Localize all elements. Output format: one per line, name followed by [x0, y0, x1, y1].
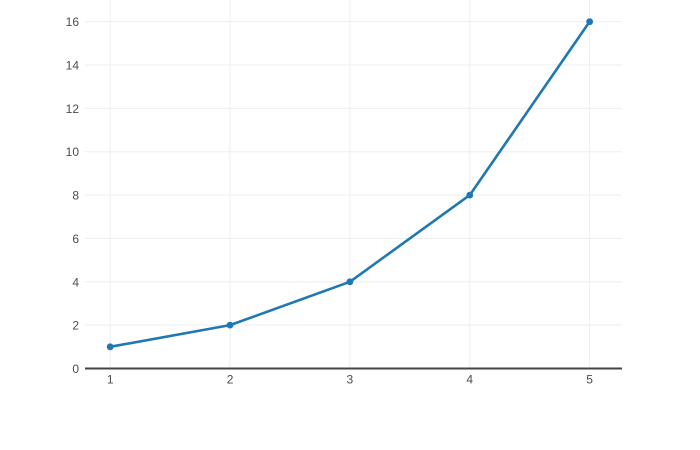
y-tick-label: 0 — [72, 362, 79, 376]
y-tick-label: 12 — [66, 102, 80, 116]
y-tick-label: 6 — [72, 232, 79, 246]
data-point[interactable] — [346, 278, 354, 286]
data-point[interactable] — [226, 321, 234, 329]
x-tick-label: 1 — [107, 373, 114, 387]
y-tick-label: 16 — [66, 15, 80, 29]
x-tick-label: 4 — [466, 373, 473, 387]
x-tick-label: 2 — [227, 373, 234, 387]
data-point[interactable] — [106, 343, 114, 351]
y-tick-label: 4 — [72, 275, 79, 289]
x-tick-label: 5 — [586, 373, 593, 387]
y-tick-label: 10 — [66, 145, 80, 159]
y-tick-label: 14 — [66, 59, 80, 73]
data-point[interactable] — [466, 191, 474, 199]
data-point[interactable] — [586, 18, 594, 26]
x-tick-label: 3 — [347, 373, 354, 387]
y-tick-label: 8 — [72, 189, 79, 203]
y-tick-label: 2 — [72, 319, 79, 333]
plot-area[interactable] — [85, 0, 622, 369]
